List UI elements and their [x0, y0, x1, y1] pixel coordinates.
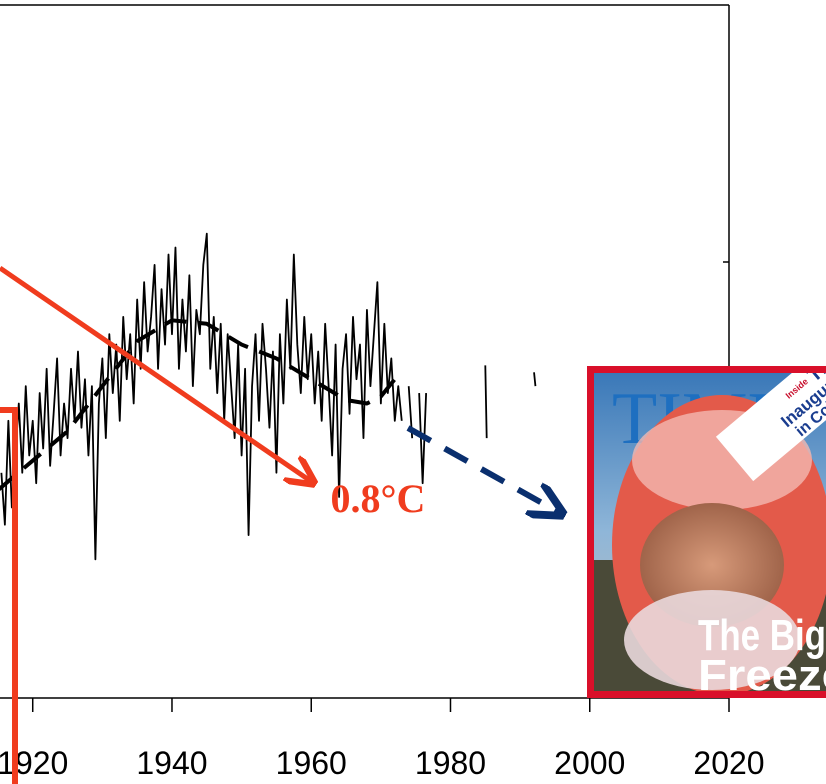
x-tick-label: 1980	[415, 745, 486, 781]
chart: 1920 1940 1960 1980 2000 2020 0.8°C TIME Insi…	[0, 0, 826, 784]
magazine-cover: TIME Inside The Inauguration in Color Th…	[587, 308, 826, 700]
x-tick-label: 2020	[693, 745, 764, 781]
x-tick-label: 1960	[276, 745, 347, 781]
data-line	[1, 234, 535, 560]
arrow	[408, 428, 560, 513]
plot-area	[0, 234, 535, 560]
x-tick-label: 2000	[554, 745, 625, 781]
x-tick-label: 1920	[0, 745, 68, 781]
x-tick-label: 1940	[136, 745, 207, 781]
annotation: 0.8°C	[331, 476, 426, 521]
